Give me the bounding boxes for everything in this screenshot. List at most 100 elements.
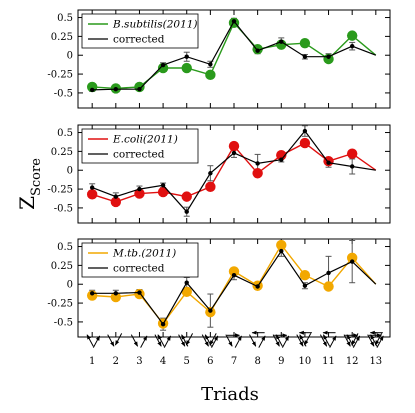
triad-edge <box>92 335 101 348</box>
data-point-corrected <box>137 86 142 92</box>
y-tick-label: 0.25 <box>51 147 73 158</box>
y-tick-label: 0.25 <box>51 261 73 272</box>
triad-number: 11 <box>322 356 335 367</box>
triad-edge <box>185 333 194 346</box>
data-point-raw <box>299 37 311 49</box>
triad-edge <box>352 335 361 348</box>
triad-motif-icon <box>225 333 242 348</box>
triad-number: 2 <box>113 356 119 367</box>
legend-label: corrected <box>113 149 165 161</box>
triad-motif-icons <box>86 330 384 348</box>
triad-number: 1 <box>89 356 95 367</box>
data-point-corrected <box>160 62 166 68</box>
data-point-corrected <box>184 54 189 59</box>
legend-label: B.subtilis(2011) <box>112 19 198 31</box>
data-point-corrected <box>231 19 237 24</box>
data-point-raw <box>110 291 122 303</box>
chart-panel-2: -0.5 -0.25 0 0.25 0.5 E.coli(2011) corrected <box>47 124 391 224</box>
data-point-raw <box>110 196 122 208</box>
triad-number: 4 <box>160 356 166 367</box>
triad-edge <box>343 334 351 347</box>
data-point-raw <box>228 140 240 152</box>
data-point-corrected <box>302 283 308 288</box>
y-tick-label: 0.25 <box>51 32 73 43</box>
data-point-raw <box>181 191 192 202</box>
data-point-corrected <box>160 321 166 327</box>
data-point-raw <box>228 266 240 277</box>
triad-motif-icon <box>178 333 194 347</box>
triad-motif-icon <box>249 330 266 348</box>
data-point-corrected <box>208 62 213 67</box>
y-axis-title-subscript: Score <box>29 158 44 196</box>
data-point-corrected <box>349 43 355 49</box>
triad-edge <box>367 334 375 347</box>
data-point-corrected <box>89 87 95 93</box>
chart-panel-3: -0.5 -0.25 0 0.25 0.5 M.tb.(2011) corrected <box>47 238 391 338</box>
data-point-corrected <box>279 248 284 254</box>
data-point-raw <box>134 188 145 199</box>
triad-edge <box>258 335 266 348</box>
data-point-raw <box>346 252 358 264</box>
triad-edge <box>304 333 312 346</box>
data-point-corrected <box>302 128 308 134</box>
triad-number: 5 <box>184 356 190 367</box>
y-axis-title: ZScore <box>15 158 44 210</box>
data-point-corrected <box>89 291 95 296</box>
triad-edge <box>272 334 280 347</box>
triad-edge <box>178 334 186 347</box>
triad-motif-icon <box>130 334 148 348</box>
data-point-corrected <box>160 183 166 188</box>
data-point-raw <box>181 62 192 74</box>
triad-motif-icon <box>367 330 384 348</box>
legend-box <box>81 128 199 164</box>
data-point-raw <box>181 286 192 297</box>
triad-motif-icon <box>201 333 219 348</box>
data-point-corrected <box>279 39 284 44</box>
triad-edge <box>209 333 217 346</box>
triad-edge <box>296 334 304 347</box>
data-point-raw <box>346 148 358 159</box>
triad-number: 12 <box>346 356 359 367</box>
data-point-raw <box>205 69 216 81</box>
data-point-corrected <box>231 272 237 278</box>
y-tick-label: -0.5 <box>54 88 73 99</box>
triad-number: 9 <box>278 356 284 367</box>
y-tick-label: 0 <box>67 280 73 291</box>
data-point-corrected <box>255 48 260 53</box>
data-point-corrected <box>349 259 355 264</box>
data-point-corrected <box>113 291 119 296</box>
y-tick-label: 0 <box>67 51 73 62</box>
data-point-corrected <box>326 160 331 165</box>
y-tick-label: -0.25 <box>47 299 73 310</box>
data-point-corrected <box>231 150 237 156</box>
triad-edge <box>281 335 290 348</box>
data-point-raw <box>86 189 98 200</box>
data-point-raw <box>276 239 287 251</box>
triad-edge <box>234 335 242 348</box>
legend-label: corrected <box>113 263 165 275</box>
triad-motif-icon <box>154 334 171 348</box>
triad-motif-icon <box>272 333 290 348</box>
legend-label: E.coli(2011) <box>112 134 178 146</box>
triad-edge <box>163 335 171 348</box>
data-point-corrected <box>326 270 331 276</box>
data-point-corrected <box>137 290 142 295</box>
data-point-raw <box>252 168 263 179</box>
triad-edge <box>114 333 123 346</box>
triad-number: 8 <box>254 356 260 367</box>
legend-box <box>81 13 199 49</box>
y-tick-label: -0.5 <box>54 203 73 214</box>
y-tick-label: 0.5 <box>57 13 73 24</box>
triad-motif-icon <box>343 333 361 348</box>
data-point-raw <box>205 181 216 193</box>
triad-number: 3 <box>136 356 142 367</box>
triad-motif-icon <box>296 330 312 347</box>
data-point-raw <box>299 269 311 281</box>
chart-panel-1: -0.5 -0.25 0 0.25 0.5 B.subtilis(2011) correct… <box>47 9 391 109</box>
legend-label: M.tb.(2011) <box>112 248 176 260</box>
y-tick-label: 0.5 <box>57 242 73 253</box>
triad-edge <box>107 334 115 347</box>
data-point-raw <box>299 137 311 149</box>
y-tick-label: 0.5 <box>57 128 73 139</box>
triad-edge <box>225 334 233 347</box>
